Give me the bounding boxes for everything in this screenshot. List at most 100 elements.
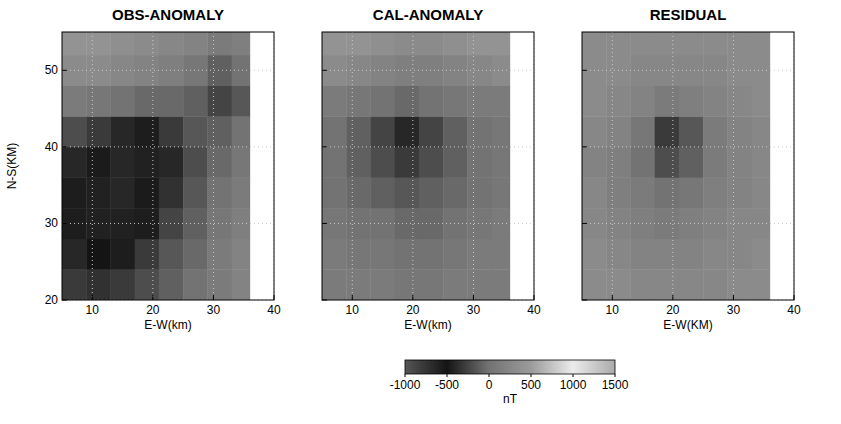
- cell: [322, 32, 347, 55]
- cell: [322, 177, 347, 208]
- cell: [419, 147, 444, 178]
- cell: [110, 32, 135, 55]
- tick: [582, 70, 587, 71]
- cell: [322, 269, 347, 300]
- panel-title: RESIDUAL: [650, 6, 727, 23]
- tick: [582, 223, 587, 224]
- cell: [346, 239, 371, 270]
- cell: [606, 86, 631, 117]
- cell: [582, 239, 607, 270]
- tick: [615, 374, 616, 377]
- cell: [183, 116, 208, 147]
- cell: [467, 177, 492, 208]
- cell: [443, 239, 468, 270]
- grid-line: [582, 223, 794, 224]
- tick-label: 40: [527, 303, 541, 317]
- cell: [159, 116, 184, 147]
- cell: [86, 32, 111, 55]
- panel: 10203040CAL-ANOMALYE-W(km): [322, 6, 541, 332]
- cell: [703, 147, 728, 178]
- cell: [752, 32, 771, 55]
- cell: [232, 239, 251, 270]
- cell: [655, 269, 680, 300]
- axis-title: E-W(KM): [663, 318, 712, 332]
- cell: [62, 86, 87, 117]
- cell: [752, 269, 771, 300]
- cell: [703, 116, 728, 147]
- cell: [207, 32, 232, 55]
- cell: [630, 86, 655, 117]
- cell: [443, 86, 468, 117]
- tick: [322, 70, 327, 71]
- cell: [110, 116, 135, 147]
- cell: [467, 55, 492, 86]
- cell: [582, 147, 607, 178]
- cell: [86, 116, 111, 147]
- tick-label: 30: [467, 303, 481, 317]
- cell: [419, 86, 444, 117]
- cell: [727, 55, 752, 86]
- cell: [370, 86, 395, 117]
- tick: [473, 295, 474, 300]
- cell: [582, 269, 607, 300]
- cell: [703, 177, 728, 208]
- cell: [62, 147, 87, 178]
- cell: [606, 147, 631, 178]
- cell: [207, 55, 232, 86]
- tick: [322, 146, 327, 147]
- cell: [86, 177, 111, 208]
- tick: [447, 374, 448, 377]
- panel: 10203040RESIDUALE-W(KM): [582, 6, 801, 332]
- grid-line: [92, 32, 93, 300]
- tick: [62, 146, 67, 147]
- cell: [135, 239, 160, 270]
- tick-label: 40: [267, 303, 281, 317]
- cell: [582, 116, 607, 147]
- tick: [405, 374, 406, 377]
- cell: [207, 147, 232, 178]
- cell: [419, 239, 444, 270]
- cell: [207, 208, 232, 239]
- tick-label: 20: [45, 293, 59, 307]
- cell: [370, 147, 395, 178]
- cell: [492, 86, 511, 117]
- tick-label: 20: [406, 303, 420, 317]
- cell: [582, 177, 607, 208]
- cell: [135, 86, 160, 117]
- cell: [752, 239, 771, 270]
- cell: [727, 177, 752, 208]
- cell: [322, 239, 347, 270]
- cell: [232, 116, 251, 147]
- colorbar-scale: [405, 360, 615, 374]
- cell: [443, 32, 468, 55]
- tick: [92, 295, 93, 300]
- cell: [630, 269, 655, 300]
- cell: [183, 177, 208, 208]
- cell: [419, 32, 444, 55]
- cell: [395, 239, 420, 270]
- tick: [352, 295, 353, 300]
- tick-label: 500: [521, 378, 541, 392]
- cell: [322, 86, 347, 117]
- cell: [370, 239, 395, 270]
- tick: [612, 295, 613, 300]
- cell: [727, 208, 752, 239]
- cell: [679, 269, 704, 300]
- cell: [655, 86, 680, 117]
- frame: [322, 32, 534, 300]
- cell: [492, 269, 511, 300]
- cell: [207, 86, 232, 117]
- cell: [752, 86, 771, 117]
- cell: [727, 86, 752, 117]
- frame: [62, 32, 274, 300]
- tick-label: 20: [666, 303, 680, 317]
- cell: [419, 269, 444, 300]
- cell: [492, 177, 511, 208]
- grid-line: [412, 32, 413, 300]
- grid-line: [733, 32, 734, 300]
- grid-line: [672, 32, 673, 300]
- cell: [679, 116, 704, 147]
- grid-line: [62, 146, 274, 147]
- tick: [672, 295, 673, 300]
- cell: [159, 86, 184, 117]
